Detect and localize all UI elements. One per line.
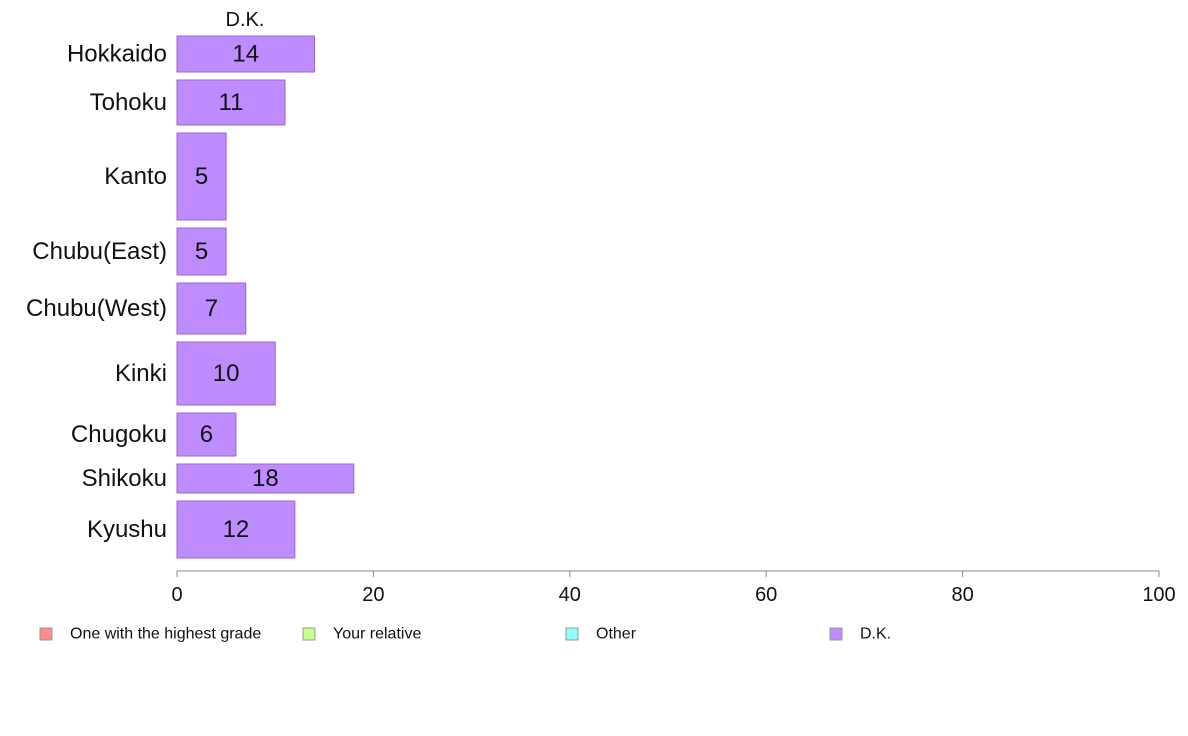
bar-group-kinki: 10 Kinki [115, 341, 276, 406]
category-label: Chubu(West) [26, 295, 167, 322]
legend-swatch [829, 627, 843, 641]
bar [176, 132, 227, 221]
legend-swatch [565, 627, 579, 641]
legend-label: Your relative [333, 626, 421, 643]
x-tick-label: 20 [362, 584, 384, 606]
x-axis: 0 20 40 60 80 100 [171, 570, 1176, 606]
category-label: Shikoku [82, 465, 167, 492]
legend-label: Other [596, 626, 637, 643]
bar [176, 79, 286, 126]
legend-swatch [302, 627, 316, 641]
value-label: 5 [195, 238, 208, 265]
category-label: Tohoku [90, 89, 167, 116]
bar-group-chugoku: 6 Chugoku [71, 412, 237, 457]
bar-group-kyushu: 12 Kyushu [87, 500, 296, 559]
bar-group-shikoku: 18 Shikoku [82, 463, 355, 494]
x-tick-label: 40 [559, 584, 581, 606]
legend-item: Your relative [302, 626, 421, 643]
bar-group-chubu-west-: 7 Chubu(West) [26, 282, 247, 335]
value-label: 7 [205, 295, 218, 322]
value-label: 14 [232, 41, 259, 68]
series-title: D.K. [226, 9, 265, 31]
legend-swatch [39, 627, 53, 641]
bar-group-tohoku: 11 Tohoku [90, 79, 286, 126]
value-label: 12 [223, 516, 250, 543]
value-label: 6 [200, 421, 213, 448]
legend-item: D.K. [829, 626, 891, 643]
bar-group-kanto: 5 Kanto [104, 132, 227, 221]
legend-item: One with the highest grade [39, 626, 261, 643]
value-label: 10 [213, 360, 240, 387]
legend-label: One with the highest grade [70, 626, 261, 643]
x-tick-label: 60 [755, 584, 777, 606]
category-label: Hokkaido [67, 41, 167, 68]
bar-group-chubu-east-: 5 Chubu(East) [32, 227, 227, 276]
x-tick-label: 80 [951, 584, 973, 606]
bar [176, 463, 355, 494]
legend-item: Other [565, 626, 637, 643]
category-label: Chugoku [71, 421, 167, 448]
bar-group-hokkaido: 14 Hokkaido [67, 35, 315, 73]
value-label: 11 [219, 89, 244, 116]
bar [176, 282, 247, 335]
value-label: 5 [195, 163, 208, 190]
bar [176, 35, 315, 73]
bar [176, 500, 296, 559]
category-label: Chubu(East) [32, 238, 167, 265]
bar [176, 341, 276, 406]
value-label: 18 [252, 465, 279, 492]
x-tick-label: 0 [171, 584, 182, 606]
category-label: Kinki [115, 360, 167, 387]
category-label: Kyushu [87, 516, 167, 543]
legend-label: D.K. [860, 626, 891, 643]
x-tick-label: 100 [1142, 584, 1175, 606]
legend: One with the highest grade Your relative O… [39, 626, 891, 643]
bars-layer: 14 Hokkaido 11 Tohoku 5 Kanto 5 Chubu(East) 7 Chu… [26, 35, 355, 559]
bar [176, 227, 227, 276]
bar [176, 412, 237, 457]
category-label: Kanto [104, 163, 167, 190]
